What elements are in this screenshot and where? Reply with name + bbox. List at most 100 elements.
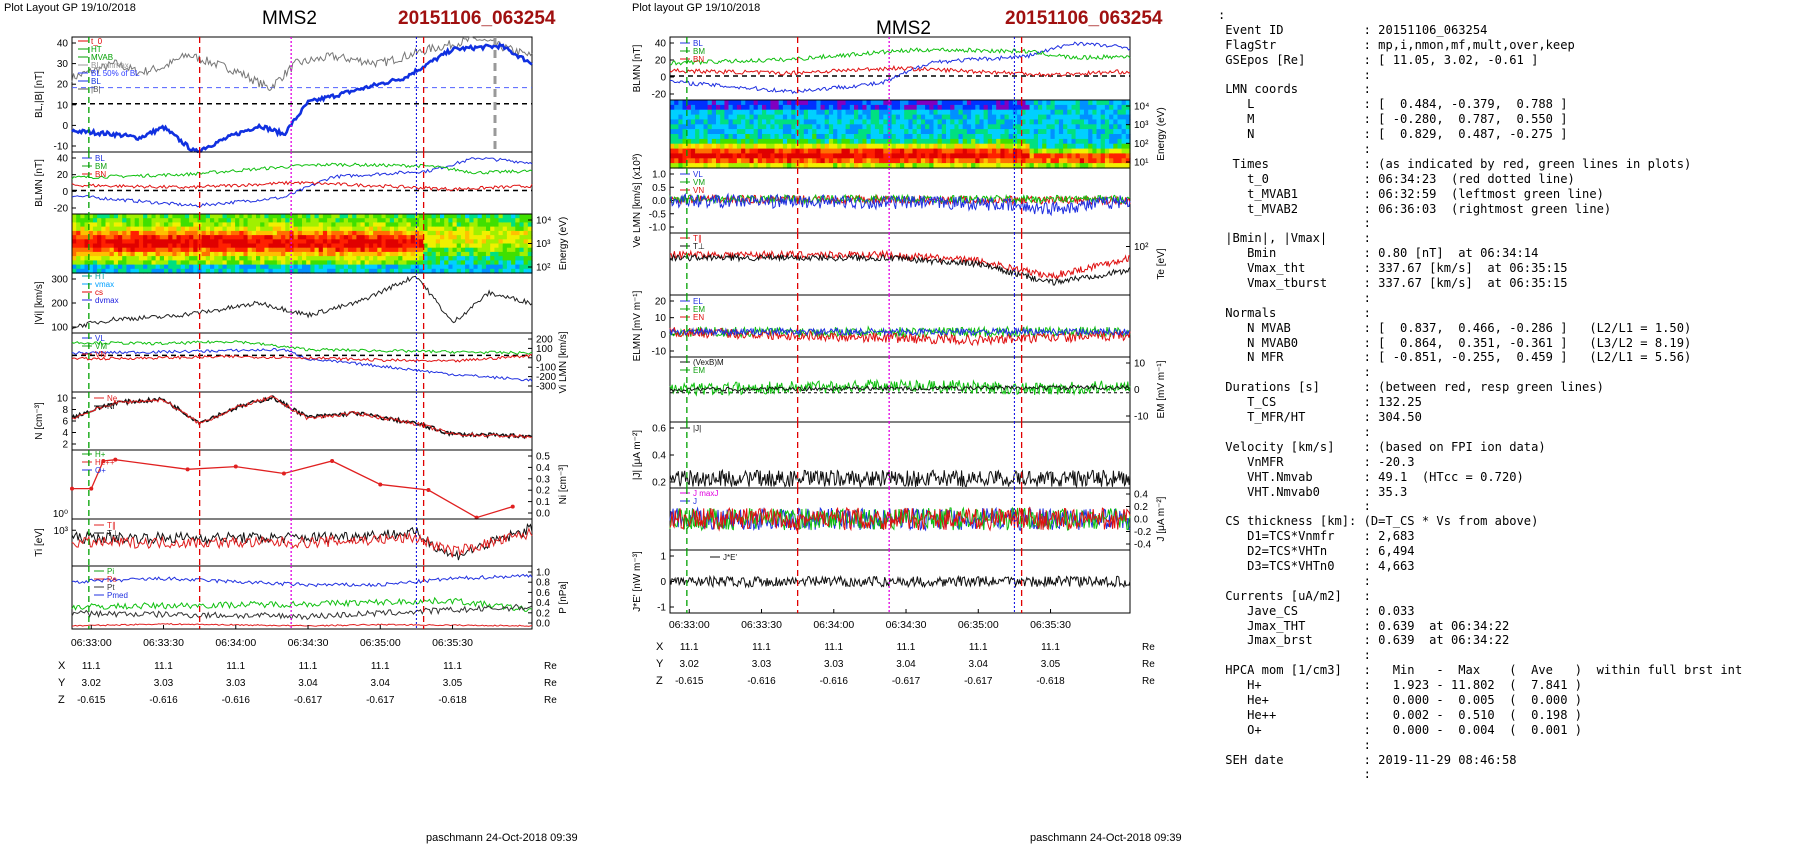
spectrogram-cell [302,260,307,266]
spectrogram-cell [431,268,437,274]
spectrogram-cell [824,109,830,116]
spectrogram-cell [268,243,274,249]
spectrogram-cell [322,222,328,228]
legend-entry: EM [693,366,705,375]
spectrogram-cell [1025,100,1031,106]
spectrogram-cell [201,222,207,228]
spectrogram-cell [925,119,930,125]
spectrogram-cell [762,109,767,116]
spectrogram-cell [716,158,721,164]
spectrogram-cell [987,100,993,106]
spectrogram-cell [318,230,324,236]
spectrogram-cell [506,214,512,219]
spectrogram-cell [515,226,521,232]
y-tick-label: 300 [51,275,68,286]
spectrogram-cell [996,104,1001,111]
spectrogram-cell [473,268,479,274]
he-plus-plus-point [510,504,515,509]
spectrogram-cell [975,138,981,145]
spectrogram-cell [862,163,868,169]
spectrogram-cell [766,153,771,159]
spectrogram-cell [130,230,136,236]
y-tick-label: 20 [57,80,69,91]
spectrogram-cell [138,235,144,240]
spectrogram-cell [799,109,805,116]
spectrogram-cell [971,129,976,135]
spectrogram-cell [791,109,797,116]
spectrogram-cell [502,268,508,274]
spectrogram-cell [1079,163,1085,169]
vi-magnitude-panel [71,272,533,334]
spectrogram-cell [285,268,291,274]
spectrogram-cell [180,226,186,232]
spectrogram-cell [310,218,316,223]
spectrogram-cell [1104,158,1110,164]
spectrogram-cell [891,134,897,140]
middle-ephem-value: -0.616 [820,676,849,687]
spectrogram-cell [310,264,316,270]
spectrogram-cell [1021,153,1027,159]
spectrogram-cell [808,129,813,135]
spectrogram-cell [335,230,341,236]
spectrogram-cell [1092,100,1098,106]
spectrogram-cell [448,226,454,232]
spectrogram-cell [874,148,880,155]
spectrogram-cell [84,214,90,219]
spectrogram-cell [264,226,270,232]
info-line: He++ : 0.002 - 0.510 ( 0.198 ) [1218,707,1583,722]
spectrogram-cell [774,104,780,111]
spectrogram-cell [916,104,922,111]
spectrogram-cell [929,143,935,150]
spectrogram-cell [205,260,211,266]
spectrogram-cell [331,247,337,253]
spectrogram-cell [996,138,1001,145]
spectrogram-cell [105,214,111,219]
y-tick-label: 10⁴ [536,216,551,227]
spectrogram-cell [272,268,278,274]
spectrogram-cell [741,100,746,106]
info-line: : [1218,365,1371,380]
spectrogram-cell [895,129,901,135]
spectrogram-cell [130,218,136,223]
spectrogram-cell [983,119,989,125]
spectrogram-cell [419,230,424,236]
spectrogram-cell [954,100,960,106]
spectrogram-cell [118,226,123,232]
spectrogram-cell [1021,100,1027,106]
spectrogram-cell [134,247,140,253]
spectrogram-cell [686,134,692,140]
spectrogram-cell [1058,143,1064,150]
spectrogram-cell [297,226,303,232]
spectrogram-cell [791,138,797,145]
spectrogram-cell [88,264,94,270]
spectrogram-cell [787,119,792,125]
spectrogram-cell [352,222,357,228]
spectrogram-cell [235,235,240,240]
spectrogram-cell [874,143,880,150]
spectrogram-cell [837,104,843,111]
spectrogram-cell [741,104,746,111]
spectrogram-cell [76,268,81,274]
spectrogram-cell [1067,153,1073,159]
spectrogram-cell [80,256,86,261]
spectrogram-cell [268,268,274,274]
spectrogram-cell [155,251,161,257]
spectrogram-cell [293,260,299,266]
spectrogram-cell [841,129,847,135]
y-axis-label: Te [eV] [1156,248,1167,279]
spectrogram-cell [293,239,299,245]
spectrogram-cell [858,158,863,164]
spectrogram-cell [410,256,416,261]
y-tick-label: 0.0 [536,619,550,630]
y-axis-label: Ti [eV] [34,528,45,557]
spectrogram-cell [816,109,822,116]
spectrogram-cell [1071,134,1077,140]
spectrogram-cell [778,148,784,155]
spectrogram-cell [486,256,491,261]
spectrogram-cell [837,143,843,150]
spectrogram-cell [389,222,395,228]
spectrogram-cell [113,235,119,240]
spectrogram-cell [176,214,182,219]
spectrogram-cell [674,119,679,125]
spectrogram-cell [1117,134,1123,140]
